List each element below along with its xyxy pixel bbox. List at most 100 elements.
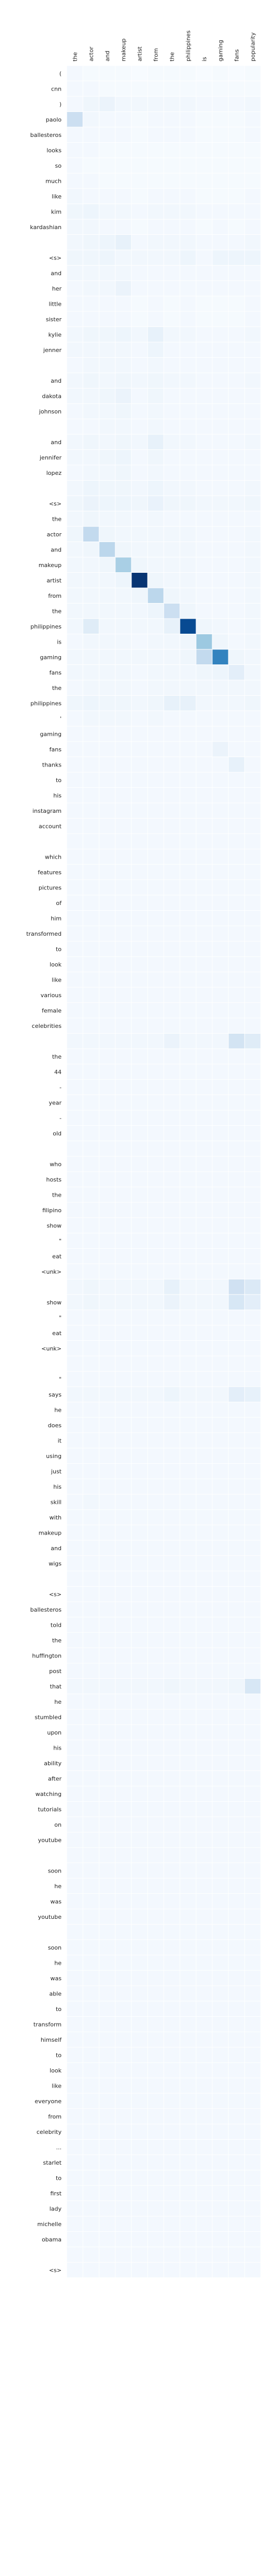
heatmap-cell (212, 1448, 228, 1464)
heatmap-cell (99, 911, 115, 926)
heatmap-cell (115, 803, 131, 819)
heatmap-cell (212, 604, 228, 619)
y-tick-label: much (45, 178, 62, 184)
heatmap-cell (196, 2263, 212, 2278)
heatmap-cell (196, 864, 212, 880)
y-tick-label: dakota (42, 393, 62, 399)
heatmap-cell (83, 1802, 99, 1817)
heatmap-cell (245, 342, 261, 358)
y-tick-label: fans (50, 746, 62, 753)
heatmap-cell (67, 680, 83, 696)
heatmap-cell (115, 1187, 131, 1203)
heatmap-cell (164, 1986, 180, 2002)
heatmap-cell (148, 1663, 164, 1679)
heatmap-cell (228, 235, 245, 250)
heatmap-cell (212, 2170, 228, 2186)
heatmap-cell (131, 834, 148, 849)
heatmap-cell (67, 1710, 83, 1725)
y-tick-label: look (50, 961, 62, 968)
heatmap-cell (228, 1187, 245, 1203)
heatmap-cell (148, 987, 164, 1003)
heatmap-cell (148, 1433, 164, 1449)
heatmap-cell (245, 849, 261, 865)
heatmap-cell (83, 511, 99, 527)
heatmap-cell (67, 1556, 83, 1572)
heatmap-cell (83, 849, 99, 865)
heatmap-cell (164, 1279, 180, 1295)
heatmap-cell (115, 2155, 131, 2170)
heatmap-cell (83, 358, 99, 373)
heatmap-cell (164, 1740, 180, 1756)
heatmap-cell (67, 526, 83, 542)
heatmap-cell (115, 2047, 131, 2063)
heatmap-cell (245, 880, 261, 896)
heatmap-cell (228, 204, 245, 220)
heatmap-cell (148, 1617, 164, 1633)
heatmap-cell (131, 2017, 148, 2032)
heatmap-cell (180, 1587, 196, 1602)
y-tick-label: to (56, 2006, 62, 2013)
heatmap-cell (164, 450, 180, 466)
x-tick-label: actor (88, 46, 95, 61)
heatmap-cell (180, 204, 196, 220)
heatmap-cell (83, 1126, 99, 1141)
heatmap-cell (67, 481, 83, 496)
heatmap-cell (164, 1540, 180, 1556)
heatmap-cell (148, 1295, 164, 1310)
heatmap-cell (180, 2032, 196, 2047)
heatmap-cell (131, 2032, 148, 2047)
heatmap-cell (99, 619, 115, 634)
heatmap-cell (212, 511, 228, 527)
heatmap-cell (131, 2263, 148, 2278)
heatmap-cell (131, 1632, 148, 1648)
heatmap-cell (115, 941, 131, 957)
heatmap-cell (83, 1448, 99, 1464)
heatmap-cell (228, 941, 245, 957)
heatmap-cell (245, 66, 261, 81)
heatmap-cell (180, 987, 196, 1003)
heatmap-cell (83, 1295, 99, 1310)
heatmap-cell (67, 573, 83, 588)
heatmap-cell (67, 2155, 83, 2170)
heatmap-cell (228, 1648, 245, 1664)
heatmap-cell (196, 926, 212, 941)
heatmap-cell (115, 880, 131, 896)
heatmap-cell (196, 1264, 212, 1279)
heatmap-cell (99, 1940, 115, 1955)
heatmap-cell (228, 711, 245, 726)
heatmap-cell (67, 434, 83, 450)
heatmap-cell (99, 573, 115, 588)
heatmap-cell (228, 219, 245, 235)
heatmap-cell (148, 1525, 164, 1541)
heatmap-cell (83, 1325, 99, 1341)
heatmap-cell (228, 911, 245, 926)
heatmap-cell (83, 1817, 99, 1832)
heatmap-cell (115, 311, 131, 327)
heatmap-cell (131, 1679, 148, 1694)
heatmap-cell (164, 1157, 180, 1172)
heatmap-cell (212, 2047, 228, 2063)
heatmap-cell (164, 511, 180, 527)
heatmap-cell (99, 1894, 115, 1909)
heatmap-cell (67, 219, 83, 235)
heatmap-cell (83, 2185, 99, 2201)
heatmap-cell (83, 1464, 99, 1479)
heatmap-cell (99, 511, 115, 527)
heatmap-cell (228, 2109, 245, 2125)
heatmap-cell (148, 373, 164, 388)
heatmap-cell (99, 1003, 115, 1019)
heatmap-cell (164, 557, 180, 573)
heatmap-cell (115, 573, 131, 588)
x-tick-label: makeup (120, 39, 127, 61)
heatmap-cell (164, 1648, 180, 1664)
heatmap-cell (180, 1264, 196, 1279)
heatmap-cell (131, 1157, 148, 1172)
heatmap-cell (67, 2109, 83, 2125)
heatmap-cell (180, 1694, 196, 1710)
heatmap-cell (83, 1479, 99, 1494)
heatmap-cell (180, 1372, 196, 1387)
heatmap-cell (228, 1955, 245, 1971)
y-tick-label: skill (51, 1499, 62, 1505)
heatmap-cell (245, 1617, 261, 1633)
y-tick-label: which (45, 853, 62, 860)
